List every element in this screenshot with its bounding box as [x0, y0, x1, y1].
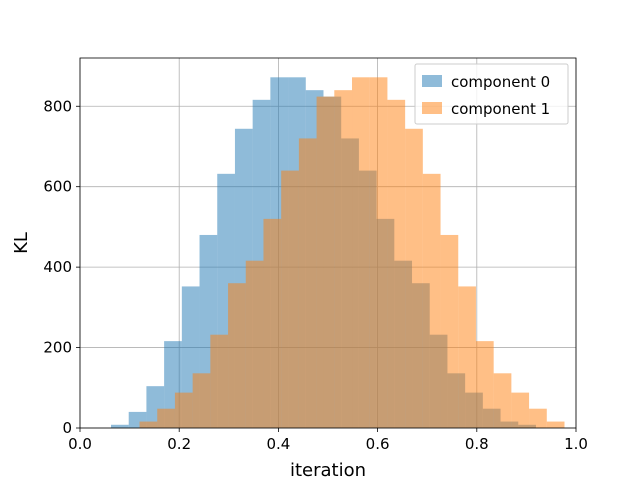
y-tick-label: 800: [43, 97, 72, 115]
histogram-bar: [475, 341, 494, 428]
series-1: [139, 77, 565, 429]
histogram-bar: [157, 408, 175, 428]
x-tick-label: 0.0: [68, 435, 92, 453]
histogram-bar: [493, 373, 512, 428]
histogram-bar: [387, 99, 406, 429]
histogram-bar: [529, 408, 547, 428]
histogram-bar: [263, 218, 282, 428]
histogram-bar: [405, 128, 423, 429]
x-tick-label: 1.0: [564, 435, 588, 453]
x-tick-label: 0.8: [465, 435, 489, 453]
histogram-bar: [546, 421, 565, 428]
histogram-bar: [111, 424, 129, 428]
histogram-bar: [298, 138, 317, 428]
legend-swatch-component-0: [422, 75, 442, 87]
x-axis-label: iteration: [290, 460, 366, 480]
histogram-bar: [334, 90, 353, 428]
histogram-bar: [352, 77, 370, 428]
y-tick-label: 400: [43, 258, 72, 276]
x-tick-label: 0.6: [366, 435, 390, 453]
x-tick-label: 0.2: [167, 435, 191, 453]
y-tick-label: 200: [43, 339, 72, 357]
x-tick-label: 0.4: [266, 435, 290, 453]
legend-label-component-0: component 0: [451, 73, 550, 91]
legend-label-component-1: component 1: [451, 100, 550, 118]
y-axis-label: KL: [11, 232, 32, 254]
histogram-bar: [316, 96, 335, 428]
histogram-bar: [139, 421, 158, 428]
histogram-bar: [422, 173, 441, 428]
bars: [111, 77, 565, 429]
y-tick-label: 600: [43, 178, 72, 196]
histogram-bar: [511, 392, 530, 428]
histogram-bar: [174, 392, 193, 428]
y-tick-label: 0: [62, 419, 72, 437]
histogram-bar: [369, 77, 388, 428]
legend-swatch-component-1: [422, 102, 442, 114]
histogram-bar: [245, 260, 264, 428]
histogram-bar: [458, 286, 476, 428]
histogram-bar: [228, 283, 246, 428]
histogram-bar: [192, 373, 211, 428]
legend-box: [414, 63, 569, 125]
histogram-bar: [281, 170, 299, 428]
legend: component 0 component 1: [414, 63, 569, 125]
histogram-bar: [440, 234, 459, 428]
plot-frame: [79, 57, 577, 429]
histogram-bar: [210, 334, 229, 428]
axis-ticks: 0.0 0.2 0.4 0.6 0.8 1.0 0 200 400 600 800: [43, 97, 588, 453]
